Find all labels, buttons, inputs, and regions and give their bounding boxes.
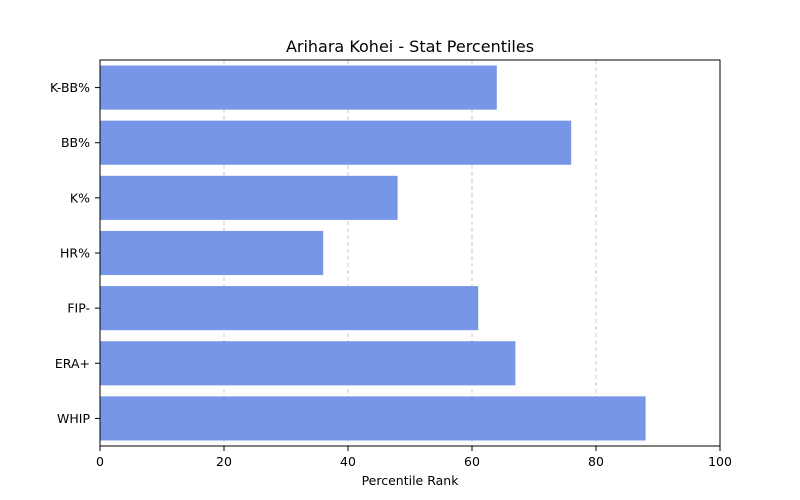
x-tick-label-60: 60 bbox=[464, 454, 480, 469]
y-axis-ticks: K-BB% BB% K% HR% FIP- ERA+ WHIP bbox=[50, 80, 100, 426]
x-tick-label-100: 100 bbox=[708, 454, 732, 469]
bar-era bbox=[100, 341, 516, 386]
x-tick-label-20: 20 bbox=[216, 454, 232, 469]
bar-k bbox=[100, 175, 398, 220]
y-tick-label-k: K% bbox=[70, 190, 90, 205]
y-tick-label-whip: WHIP bbox=[57, 411, 90, 426]
bar-bb bbox=[100, 120, 572, 165]
y-tick-label-fip: FIP- bbox=[67, 301, 90, 316]
x-tick-label-0: 0 bbox=[96, 454, 104, 469]
bar-whip bbox=[100, 396, 646, 441]
bar-fip bbox=[100, 286, 479, 331]
chart-title: Arihara Kohei - Stat Percentiles bbox=[286, 37, 534, 56]
x-tick-label-80: 80 bbox=[588, 454, 604, 469]
x-axis-label: Percentile Rank bbox=[362, 473, 460, 488]
x-tick-label-40: 40 bbox=[340, 454, 356, 469]
y-tick-label-k-bb: K-BB% bbox=[50, 80, 90, 95]
y-tick-label-era: ERA+ bbox=[55, 356, 90, 371]
y-tick-label-hr: HR% bbox=[60, 246, 90, 261]
bar-hr bbox=[100, 230, 324, 276]
y-tick-label-bb: BB% bbox=[61, 135, 90, 150]
bars bbox=[100, 65, 646, 441]
bar-k-bb bbox=[100, 65, 497, 110]
x-axis-ticks: 0 20 40 60 80 100 bbox=[96, 446, 732, 469]
